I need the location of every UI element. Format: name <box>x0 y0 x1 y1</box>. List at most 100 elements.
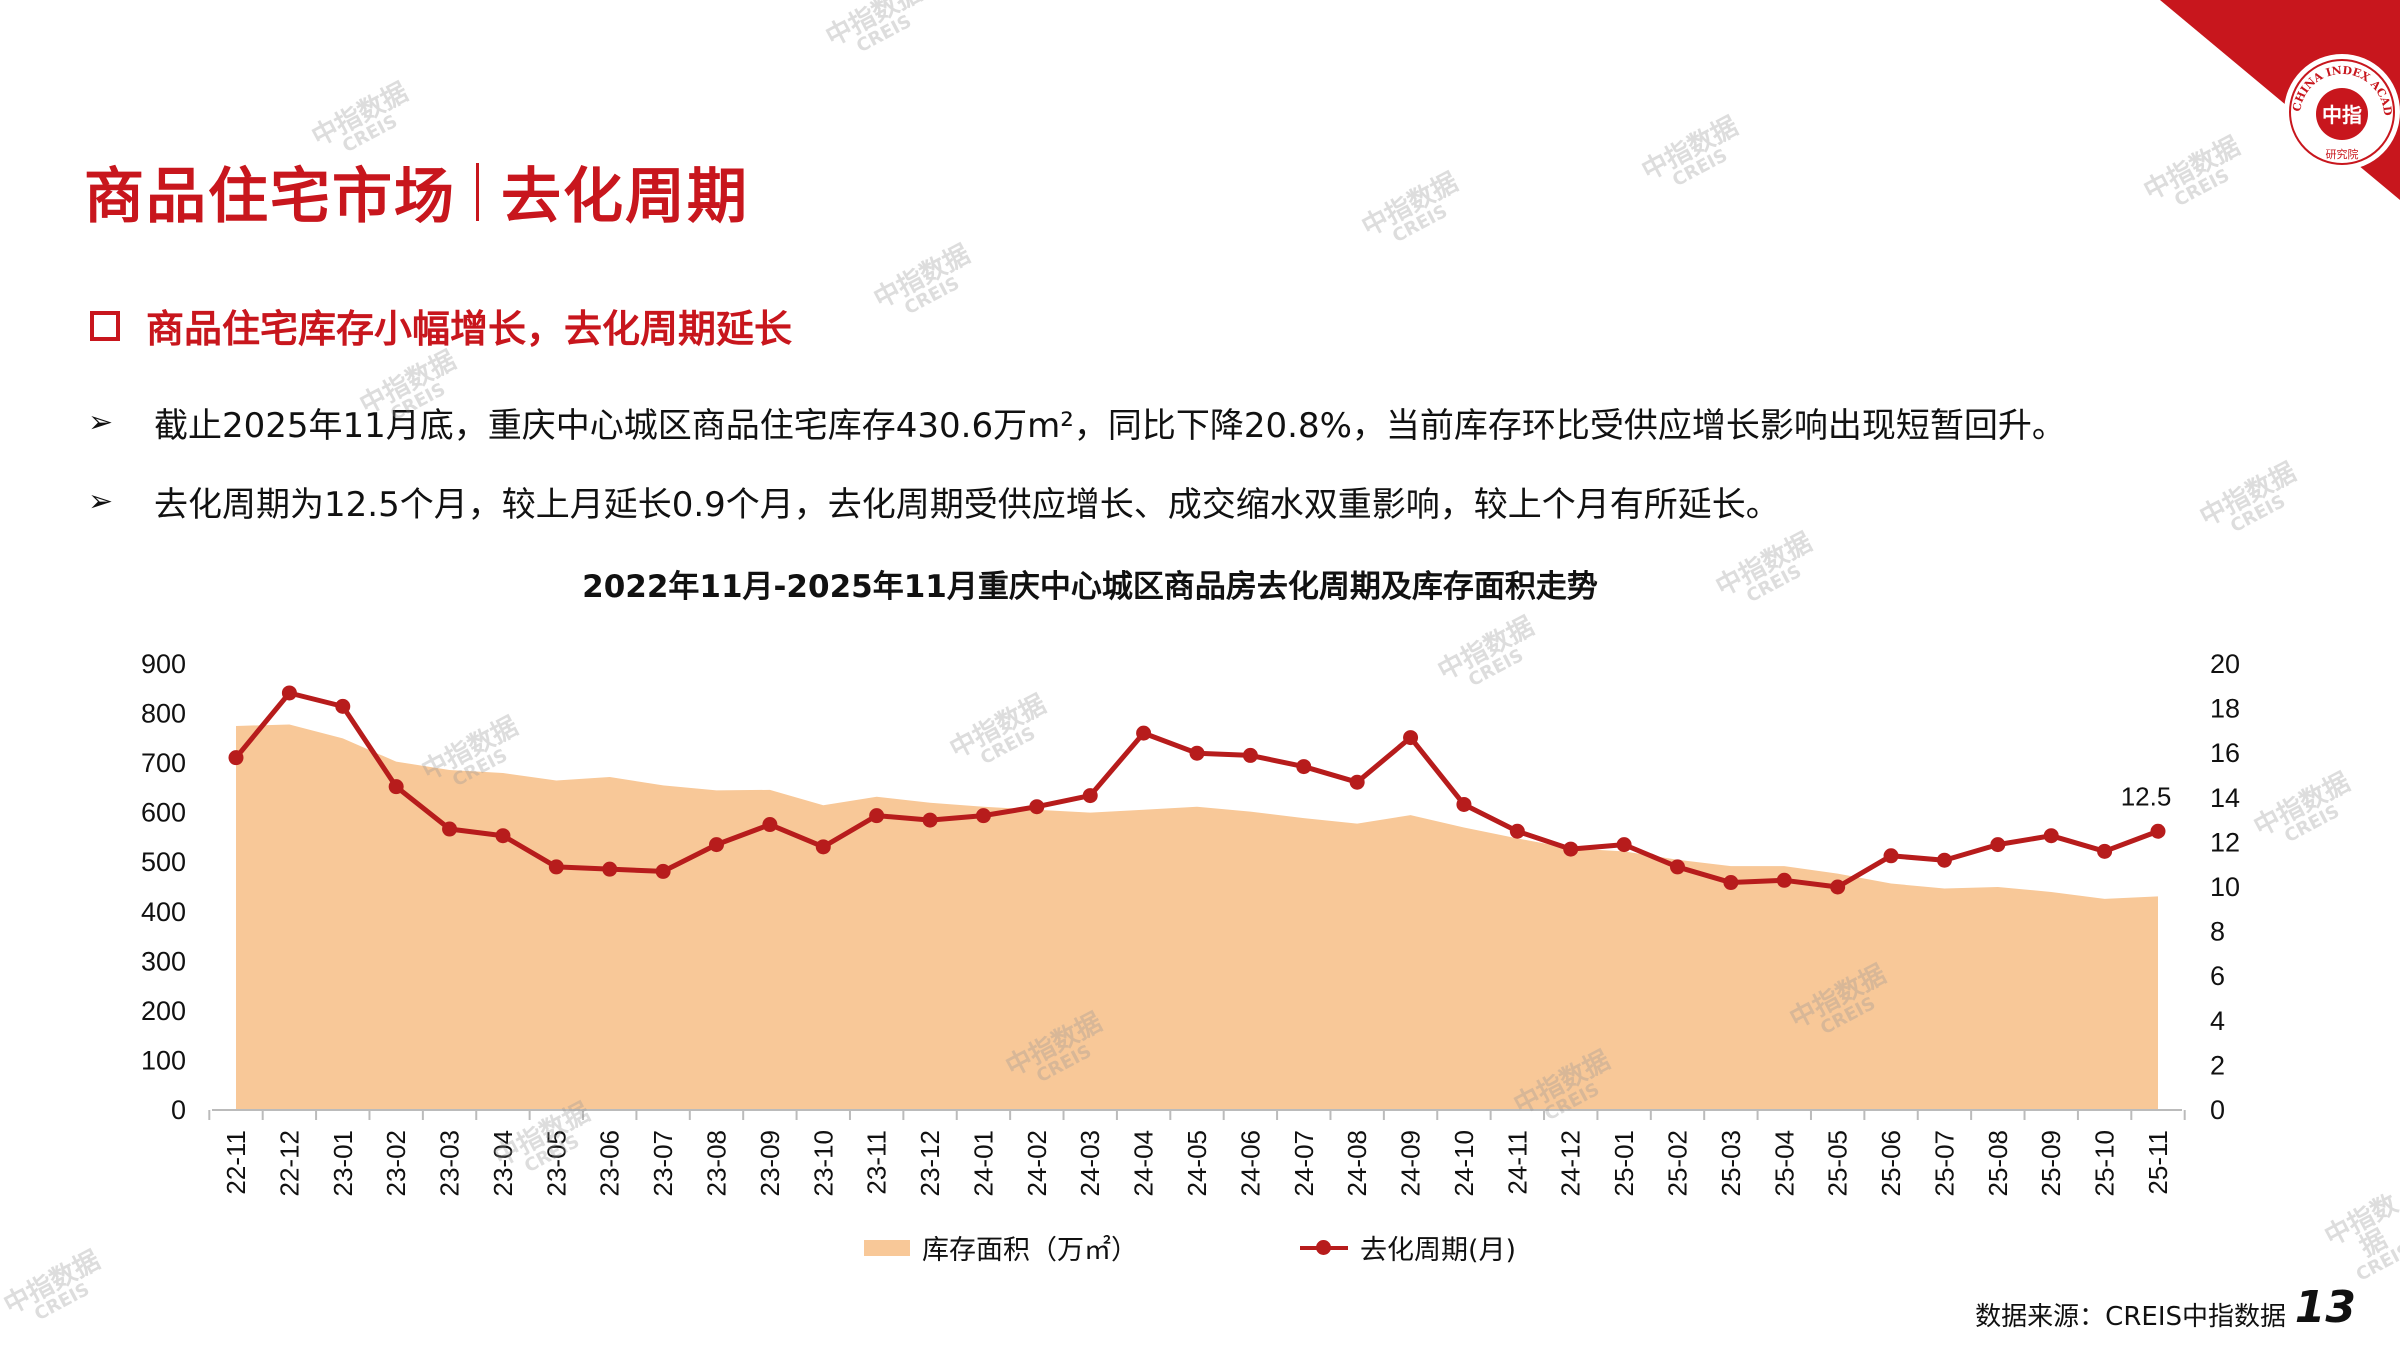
x-tick-label: 25-01 <box>1609 1130 1639 1197</box>
section-heading: 商品住宅库存小幅增长，去化周期延长 <box>90 298 792 353</box>
cycle-point <box>1349 774 1365 790</box>
x-tick-label: 25-05 <box>1823 1130 1853 1197</box>
x-tick-label: 24-02 <box>1022 1130 1052 1197</box>
y-right-tick-label: 8 <box>2210 917 2225 947</box>
x-tick-label: 25-08 <box>1983 1130 2013 1197</box>
brand-logo: CHINA INDEX ACADEMY 中指 研究院 <box>2160 0 2400 200</box>
cycle-point <box>1509 823 1525 839</box>
title-separator <box>476 162 479 221</box>
y-right-tick-label: 6 <box>2210 961 2225 991</box>
x-tick-label: 24-04 <box>1129 1130 1159 1197</box>
x-tick-label: 25-10 <box>2090 1130 2120 1197</box>
cycle-point <box>1936 852 1952 868</box>
y-right-tick-label: 10 <box>2210 872 2240 902</box>
cycle-point <box>388 779 404 795</box>
data-source: 数据来源：CREIS中指数据 <box>1975 1302 2286 1332</box>
x-tick-label: 23-05 <box>541 1130 571 1197</box>
y-left-tick-label: 0 <box>171 1095 186 1125</box>
x-tick-label: 23-01 <box>328 1130 358 1197</box>
bullet-text: 截止2025年11月底，重庆中心城区商品住宅库存430.6万m²，同比下降20.… <box>154 406 2066 446</box>
y-right-tick-label: 0 <box>2210 1095 2225 1125</box>
x-tick-label: 23-06 <box>595 1130 625 1197</box>
y-right-tick-label: 12 <box>2210 827 2240 857</box>
cycle-point <box>815 839 831 855</box>
cycle-point <box>1883 848 1899 864</box>
cycle-point <box>709 837 724 853</box>
legend-item-inventory: 库存面积（万㎡） <box>864 1228 1138 1267</box>
x-tick-label: 23-11 <box>862 1130 892 1195</box>
legend-item-cycle: 去化周期(月) <box>1300 1228 1516 1267</box>
page-title: 商品住宅市场 去化周期 <box>84 148 749 235</box>
y-left-tick-label: 400 <box>141 897 186 927</box>
cycle-point <box>1723 875 1739 891</box>
x-tick-label: 24-11 <box>1502 1130 1532 1195</box>
x-tick-label: 25-04 <box>1769 1130 1799 1197</box>
logo-core <box>2316 88 2368 140</box>
arrow-bullet-icon: ➢ <box>88 405 114 440</box>
cycle-point <box>335 698 351 714</box>
cycle-point <box>1456 796 1472 812</box>
y-left-tick-label: 300 <box>141 946 186 976</box>
cycle-point <box>1189 745 1205 761</box>
x-tick-label: 23-04 <box>488 1130 518 1197</box>
x-tick-label: 24-01 <box>968 1130 998 1197</box>
cycle-point <box>1029 799 1045 815</box>
legend-label-cycle: 去化周期(月) <box>1360 1235 1517 1266</box>
x-tick-label: 24-09 <box>1396 1130 1426 1197</box>
cycle-point <box>1403 730 1419 746</box>
checkbox-icon <box>90 310 120 341</box>
cycle-point <box>2097 843 2113 859</box>
y-left-tick-label: 500 <box>141 847 186 877</box>
y-right-tick-label: 16 <box>2210 738 2240 768</box>
x-tick-label: 24-08 <box>1342 1130 1372 1197</box>
logo-sub-text: 研究院 <box>2326 147 2359 161</box>
cycle-point <box>548 859 564 875</box>
x-tick-label: 22-12 <box>274 1130 304 1197</box>
x-tick-label: 25-02 <box>1663 1130 1693 1197</box>
page-title-sub: 去化周期 <box>501 162 749 232</box>
cycle-point <box>1242 747 1258 763</box>
cycle-point <box>2150 823 2166 839</box>
cycle-point <box>869 808 885 824</box>
cycle-point <box>602 861 618 877</box>
cycle-point <box>1563 841 1579 857</box>
cycle-point <box>1990 837 2006 853</box>
y-right-tick-label: 18 <box>2210 694 2240 724</box>
cycle-point <box>975 808 991 824</box>
y-right-tick-label: 2 <box>2210 1050 2225 1080</box>
cycle-point <box>1830 879 1846 895</box>
page-number: 13 <box>2294 1282 2356 1333</box>
bullet-item: ➢ 截止2025年11月底，重庆中心城区商品住宅库存430.6万m²，同比下降2… <box>88 398 2066 447</box>
y-right-tick-label: 4 <box>2210 1006 2225 1036</box>
cycle-point <box>1296 759 1312 775</box>
bullet-text: 去化周期为12.5个月，较上月延长0.9个月，去化周期受供应增长、成交缩水双重影… <box>154 485 1780 525</box>
x-tick-label: 25-09 <box>2036 1130 2066 1197</box>
inventory-area <box>236 724 2158 1110</box>
cycle-point <box>495 828 511 844</box>
x-tick-label: 24-05 <box>1182 1130 1212 1197</box>
cycle-point <box>281 685 297 701</box>
x-tick-label: 24-12 <box>1556 1130 1586 1197</box>
cycle-point <box>1082 788 1098 804</box>
cycle-point <box>2043 828 2059 844</box>
logo-mark: 中指 <box>2322 103 2362 127</box>
cycle-point <box>228 750 244 766</box>
y-right-tick-label: 20 <box>2210 649 2240 679</box>
cycle-point <box>1776 872 1792 888</box>
legend-label-inventory: 库存面积（万㎡） <box>922 1235 1138 1266</box>
x-tick-label: 23-02 <box>381 1130 411 1197</box>
cycle-point <box>1670 859 1685 875</box>
x-tick-label: 24-10 <box>1449 1130 1479 1197</box>
page-title-main: 商品住宅市场 <box>84 162 456 232</box>
x-tick-label: 25-11 <box>2143 1130 2173 1195</box>
cycle-point <box>655 863 671 879</box>
x-tick-label: 22-11 <box>221 1130 251 1195</box>
x-tick-label: 25-07 <box>1929 1130 1959 1197</box>
y-right-tick-label: 14 <box>2210 783 2240 813</box>
chart-legend: 库存面积（万㎡） 去化周期(月) <box>0 1228 2400 1268</box>
y-left-tick-label: 700 <box>141 748 186 778</box>
logo-ring <box>2289 59 2395 165</box>
cycle-point <box>922 812 938 828</box>
legend-swatch-area <box>864 1239 910 1256</box>
